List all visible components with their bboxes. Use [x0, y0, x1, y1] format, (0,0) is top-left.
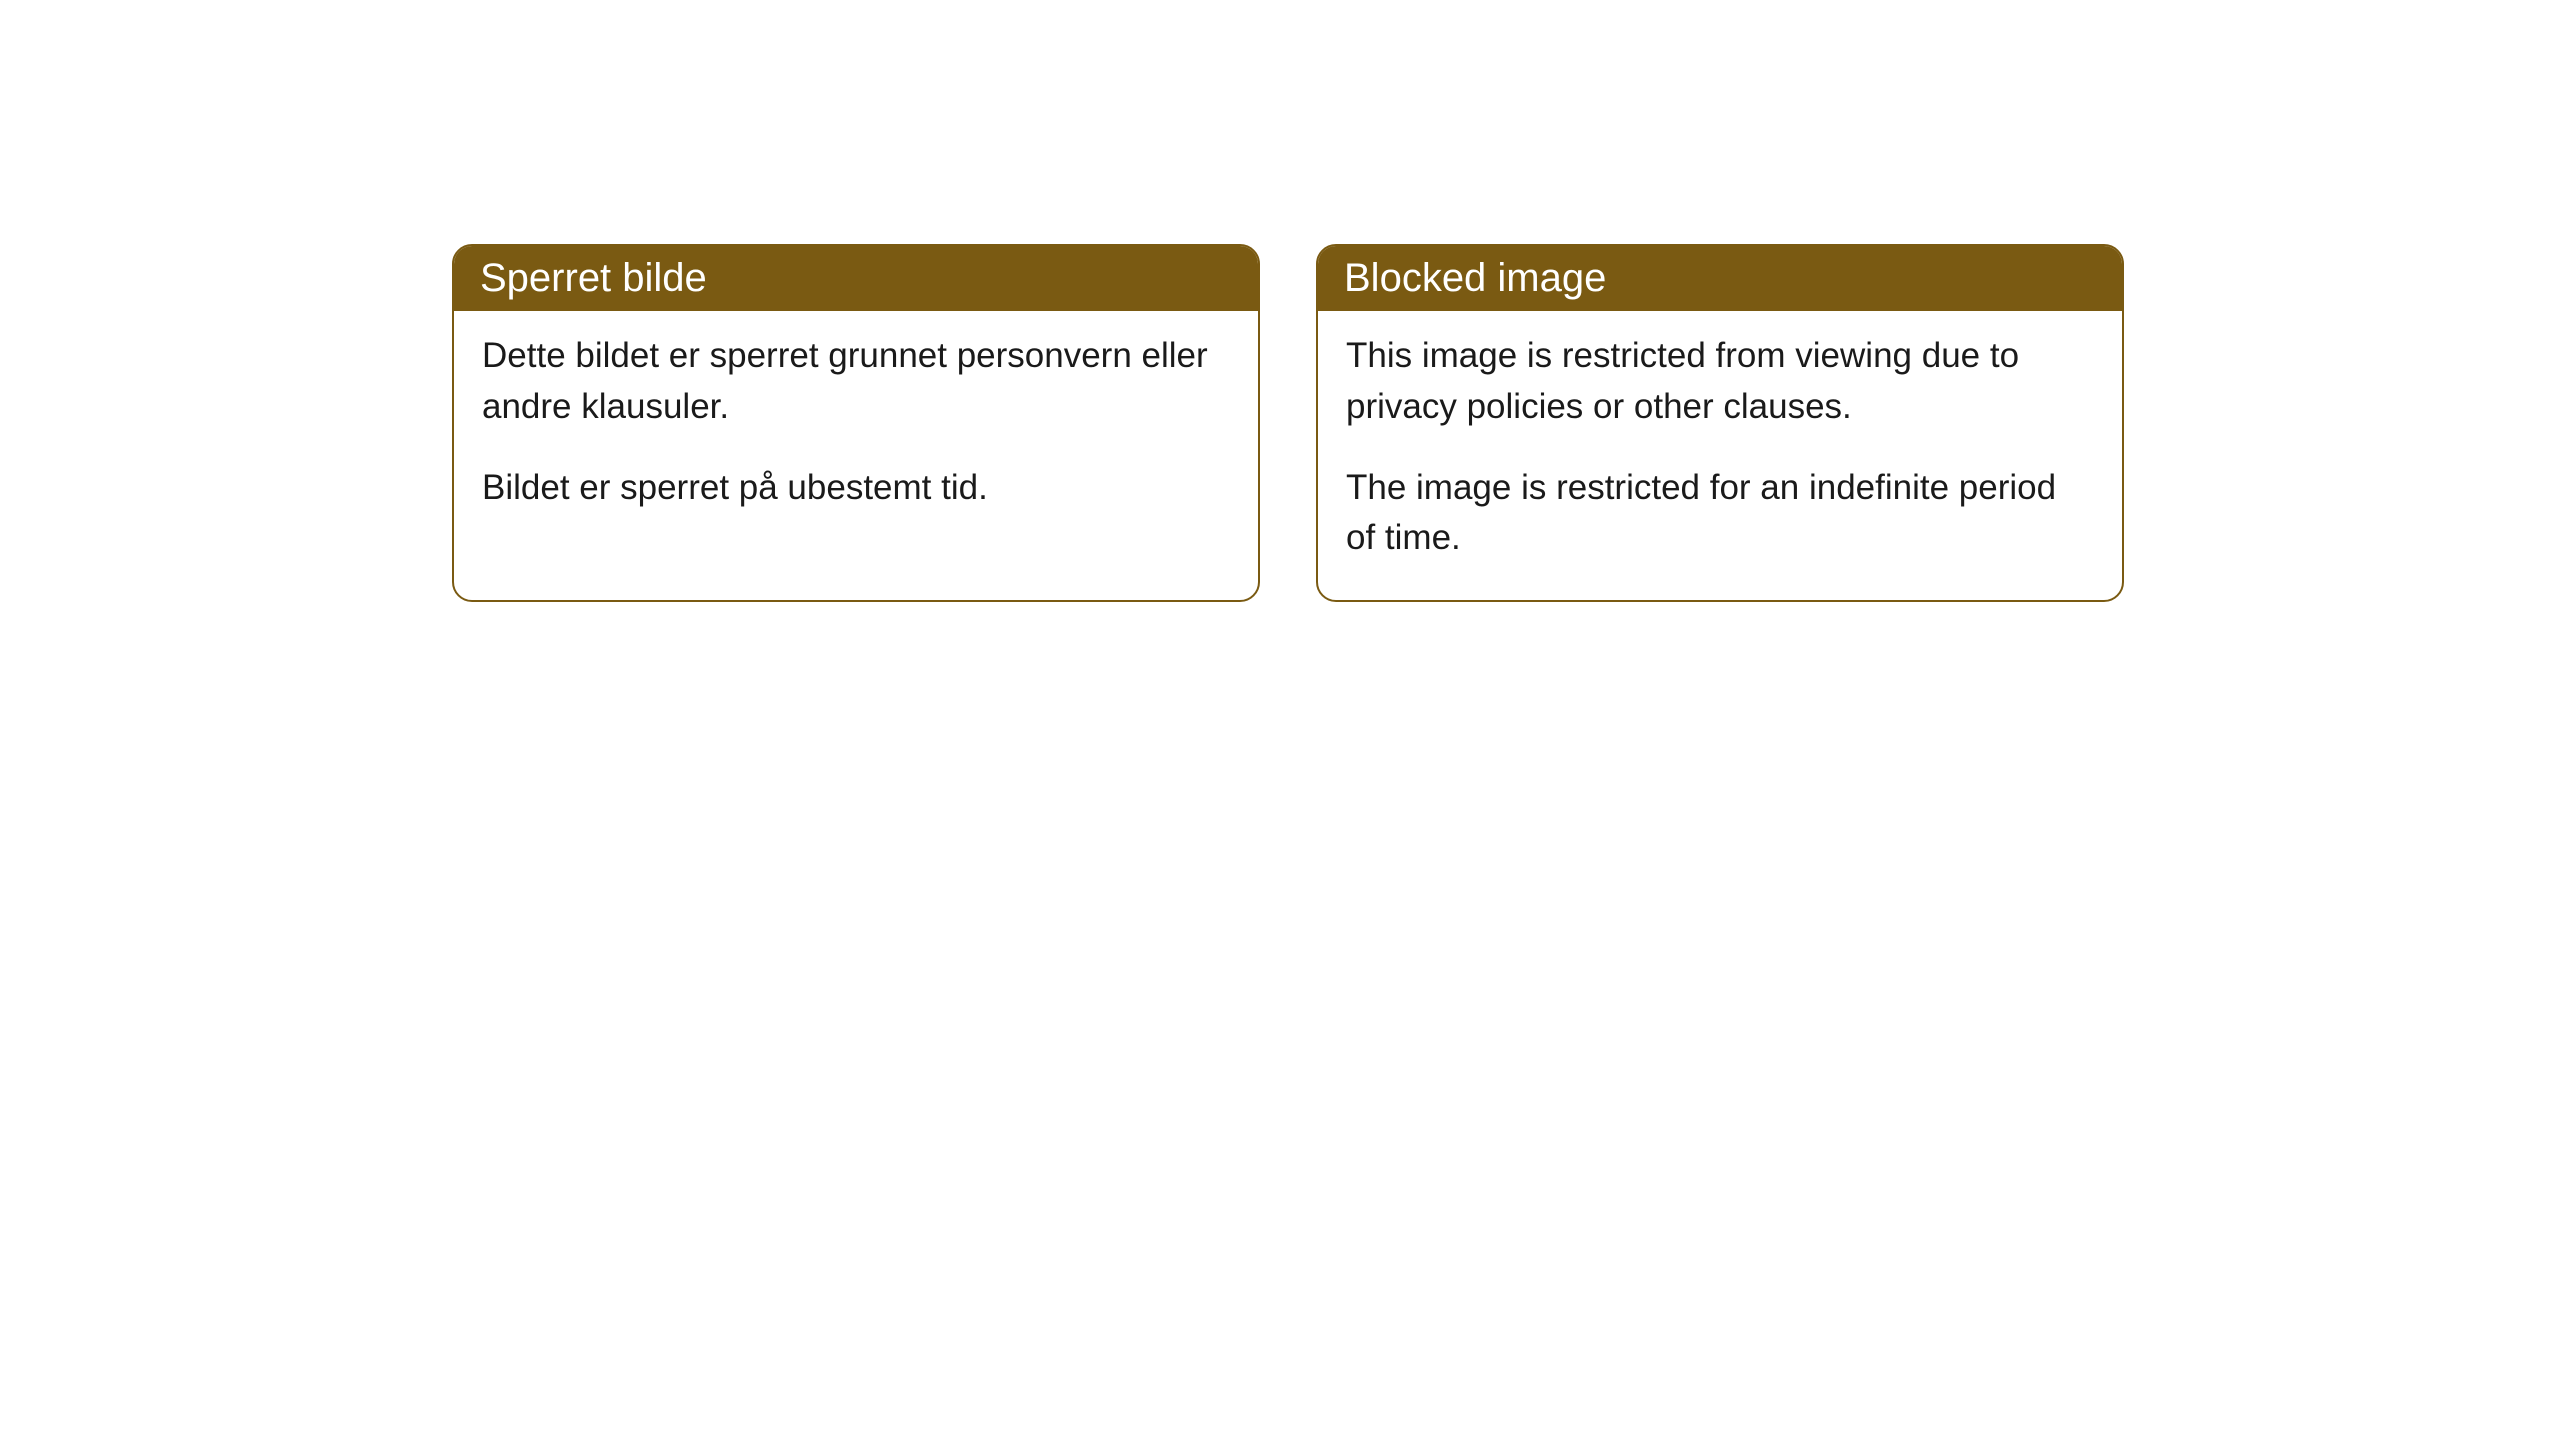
- card-header: Blocked image: [1318, 246, 2122, 311]
- card-paragraph: This image is restricted from viewing du…: [1346, 331, 2094, 433]
- blocked-image-card-en: Blocked image This image is restricted f…: [1316, 244, 2124, 602]
- card-title: Blocked image: [1344, 256, 1606, 300]
- card-header: Sperret bilde: [454, 246, 1258, 311]
- card-body: Dette bildet er sperret grunnet personve…: [454, 311, 1258, 549]
- card-paragraph: Dette bildet er sperret grunnet personve…: [482, 331, 1230, 433]
- blocked-image-card-no: Sperret bilde Dette bildet er sperret gr…: [452, 244, 1260, 602]
- card-body: This image is restricted from viewing du…: [1318, 311, 2122, 600]
- card-paragraph: Bildet er sperret på ubestemt tid.: [482, 463, 1230, 514]
- cards-container: Sperret bilde Dette bildet er sperret gr…: [452, 244, 2124, 602]
- card-paragraph: The image is restricted for an indefinit…: [1346, 463, 2094, 565]
- card-title: Sperret bilde: [480, 256, 707, 300]
